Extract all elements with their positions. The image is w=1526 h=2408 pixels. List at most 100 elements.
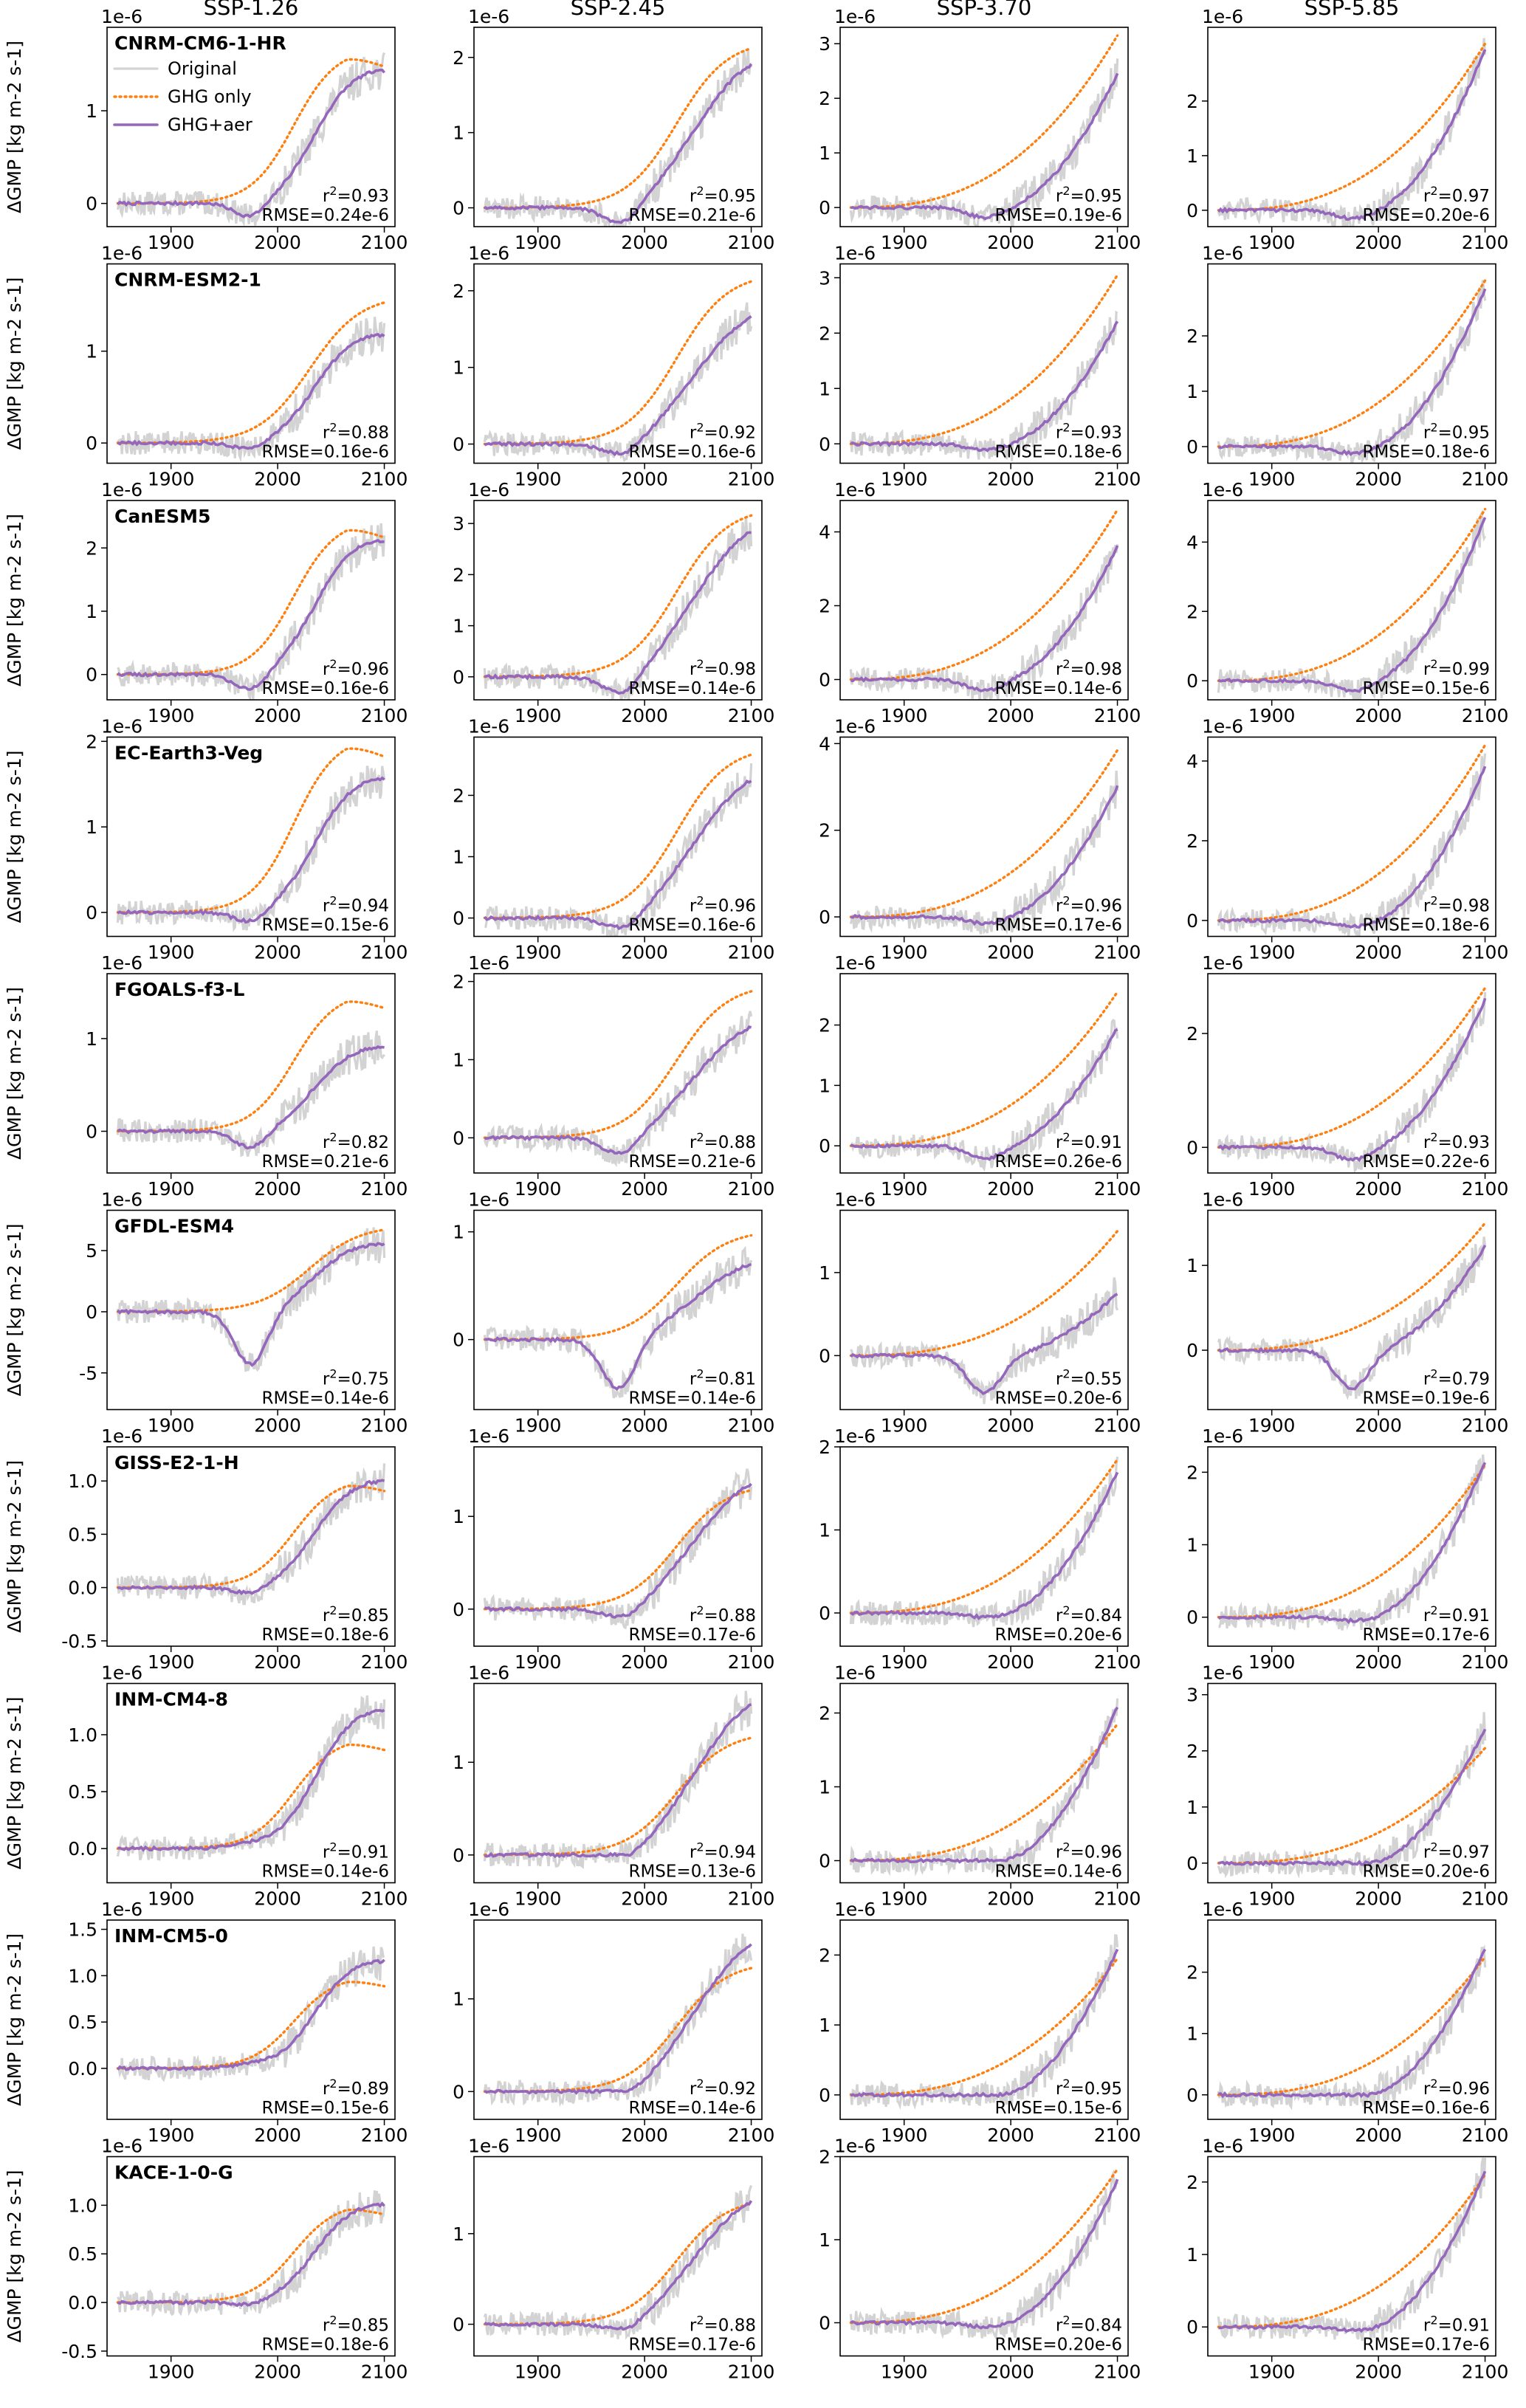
- offset-text: 1e-6: [834, 1425, 876, 1447]
- axes-frame: [839, 1682, 1129, 1884]
- y-tick-label: 0: [1186, 436, 1198, 458]
- y-tick-label: 2: [1186, 601, 1198, 622]
- offset-text: 1e-6: [834, 1189, 876, 1211]
- y-tick-label: 0: [453, 2081, 464, 2102]
- rmse-annotation: RMSE=0.16e-6: [628, 443, 756, 462]
- legend: Original GHG only GHG+aer: [113, 58, 252, 135]
- r2-annotation: r2=0.93: [1056, 421, 1122, 443]
- offset-text: 1e-6: [834, 243, 876, 264]
- y-tick-label: 0: [819, 2085, 831, 2106]
- model-label: CNRM-ESM2-1: [114, 269, 261, 291]
- y-tick-label: 1: [1186, 2244, 1198, 2266]
- y-tick-label: 2: [453, 281, 464, 302]
- rmse-annotation: RMSE=0.17e-6: [628, 2336, 756, 2355]
- x-tick-label: 1900: [1248, 2125, 1296, 2146]
- series-ghg-aer: [117, 332, 385, 450]
- legend-ghg-aer: GHG+aer: [168, 114, 252, 135]
- y-tick-label: 0: [819, 1135, 831, 1157]
- series-ghg-only: [483, 753, 753, 920]
- offset-text: 1e-6: [1202, 2136, 1243, 2157]
- axes-frame: [106, 736, 396, 938]
- x-tick-label: 1900: [515, 942, 562, 963]
- axes-frame: [839, 500, 1129, 701]
- x-tick-label: 1900: [1248, 1888, 1296, 1910]
- r2-annotation: r2=0.91: [1423, 2314, 1490, 2336]
- y-tick-label: 2: [819, 1703, 831, 1724]
- series-ghg-aer: [850, 1471, 1119, 1620]
- series-original: [116, 1031, 385, 1157]
- x-tick-label: 1900: [515, 2361, 562, 2383]
- series-ghg-only: [116, 1981, 386, 2070]
- offset-text: 1e-6: [101, 243, 142, 264]
- axes-frame: [1207, 1919, 1496, 2120]
- offset-text: 1e-6: [101, 479, 142, 500]
- series-original: [116, 1463, 386, 1606]
- panel-kace-1-0-g-1: 1900 2000 2100 -0.5 0.0 0.5 1.0 1e-6 r2=0.85RMSE…: [4, 2136, 408, 2383]
- x-tick-label: 2000: [254, 705, 301, 726]
- series-ghg-only: [483, 990, 753, 1139]
- x-tick-label: 1900: [148, 1651, 195, 1673]
- rmse-annotation: RMSE=0.17e-6: [628, 1626, 756, 1645]
- x-tick-label: 1900: [1248, 1178, 1296, 1200]
- x-tick-label: 2100: [728, 232, 775, 253]
- x-tick-label: 2100: [728, 469, 775, 490]
- y-tick-label: 0: [819, 197, 831, 219]
- y-tick-label: 1: [453, 2223, 464, 2245]
- offset-text: 1e-6: [834, 6, 876, 27]
- x-tick-label: 1900: [148, 2125, 195, 2146]
- x-tick-label: 1900: [515, 705, 562, 726]
- rmse-annotation: RMSE=0.20e-6: [1362, 206, 1490, 225]
- x-tick-label: 2100: [1462, 1651, 1509, 1673]
- axes-frame: [106, 263, 396, 464]
- y-tick-label: 2: [86, 537, 97, 559]
- x-tick-label: 1900: [881, 1888, 928, 1910]
- axes-frame: [106, 500, 396, 701]
- series-original: [483, 49, 753, 227]
- axes-frame: [839, 1209, 1129, 1411]
- y-tick-label: 1: [819, 1777, 831, 1798]
- y-axis-label: ΔGMP [kg m-2 s-1]: [4, 987, 25, 1160]
- series-ghg-aer: [1217, 1245, 1487, 1391]
- y-tick-label: 3: [819, 267, 831, 289]
- y-tick-label: 1: [453, 1989, 464, 2010]
- y-tick-label: 1: [453, 847, 464, 868]
- series-ghg-only: [1217, 279, 1487, 448]
- x-tick-label: 2000: [1355, 469, 1402, 490]
- series-ghg-aer: [483, 780, 752, 931]
- x-tick-label: 1900: [881, 1651, 928, 1673]
- r2-annotation: r2=0.98: [1423, 894, 1490, 916]
- y-tick-label: 0: [86, 1301, 97, 1323]
- x-tick-label: 1900: [515, 1651, 562, 1673]
- y-tick-label: 0: [453, 667, 464, 688]
- axes-frame: [473, 27, 763, 227]
- series-original: [849, 1933, 1119, 2111]
- series-ghg-aer: [484, 531, 752, 695]
- x-tick-label: 2100: [361, 942, 408, 963]
- x-tick-label: 2100: [1094, 705, 1141, 726]
- offset-text: 1e-6: [1202, 1425, 1243, 1447]
- rmse-annotation: RMSE=0.14e-6: [628, 679, 756, 698]
- r2-annotation: r2=0.91: [323, 1840, 389, 1862]
- panel-inm-cm4-8-1: 1900 2000 2100 0.0 0.5 1.0 1e-6 r2=0.91RMSE=0.1…: [4, 1662, 408, 1910]
- offset-text: 1e-6: [834, 952, 876, 974]
- x-tick-label: 1900: [1248, 705, 1296, 726]
- y-tick-label: 0: [453, 1329, 464, 1351]
- y-tick-label: 3: [1186, 1685, 1198, 1706]
- x-tick-label: 1900: [515, 469, 562, 490]
- x-tick-label: 2100: [361, 2125, 408, 2146]
- x-tick-label: 2000: [621, 1651, 668, 1673]
- x-tick-label: 2000: [254, 2125, 301, 2146]
- series-ghg-only: [849, 990, 1119, 1147]
- axes-frame: [106, 2156, 396, 2357]
- series-original: [1217, 2157, 1487, 2342]
- rmse-annotation: RMSE=0.19e-6: [1362, 1389, 1490, 1408]
- offset-text: 1e-6: [834, 716, 876, 737]
- offset-text: 1e-6: [101, 952, 142, 974]
